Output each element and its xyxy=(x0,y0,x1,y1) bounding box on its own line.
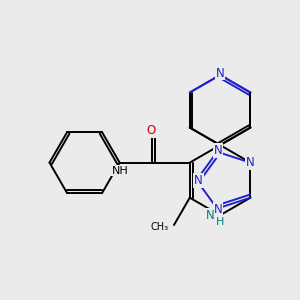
Text: N: N xyxy=(214,144,222,157)
Text: H: H xyxy=(216,217,224,227)
Text: CH₃: CH₃ xyxy=(150,222,168,232)
Text: N: N xyxy=(246,156,255,169)
Text: N: N xyxy=(216,67,224,80)
Text: N: N xyxy=(214,203,222,216)
Text: O: O xyxy=(146,124,155,137)
Text: N: N xyxy=(206,209,214,222)
Text: NH: NH xyxy=(112,166,129,176)
Text: N: N xyxy=(194,174,203,187)
